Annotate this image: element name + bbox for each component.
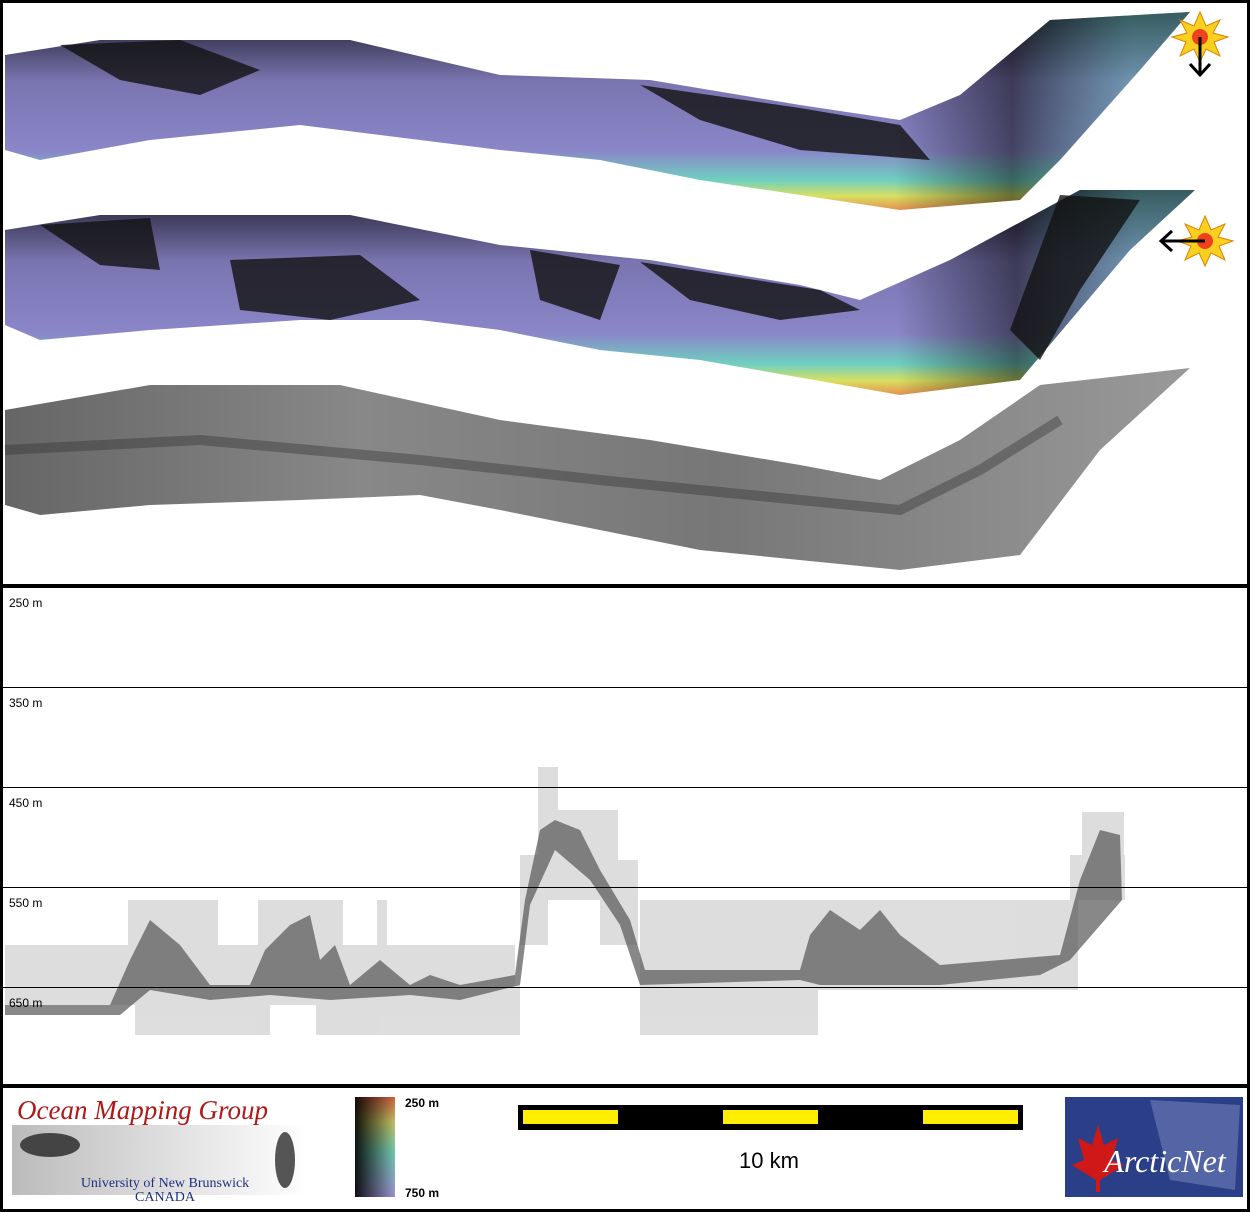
logo-institution: University of New Brunswick [81, 1176, 249, 1191]
depth-grid [0, 687, 1250, 988]
backscatter-strip [4, 368, 1190, 570]
graphic-element [640, 985, 818, 1035]
profile-data-block [5, 767, 1125, 1035]
logo-title: Ocean Mapping Group [17, 1095, 268, 1125]
logo-country: CANADA [135, 1190, 196, 1205]
graphic-element [5, 368, 1190, 570]
graphic-element [1158, 229, 1174, 253]
graphic-element [923, 1110, 1018, 1124]
depth-label: 650 m [9, 996, 42, 1010]
scale-label: 10 km [739, 1148, 799, 1173]
divider [0, 584, 1250, 588]
colorbar-label: 250 m [405, 1096, 439, 1110]
graphic-element [5, 12, 1190, 210]
colorbar-label: 750 m [405, 1186, 439, 1200]
graphic-element [1150, 1100, 1240, 1190]
depth-label: 450 m [9, 796, 42, 810]
graphic-element [723, 1110, 818, 1124]
graphic-element [275, 1132, 295, 1188]
graphic-element [538, 767, 558, 812]
seismic-profile: 250 m 350 m 450 m 550 m 650 m [0, 596, 1250, 1035]
depth-label: 250 m [9, 596, 42, 610]
graphic-element [60, 40, 930, 160]
illumination-icon [1170, 10, 1230, 78]
bathymetry-strip [5, 12, 1190, 210]
depth-label: 350 m [9, 696, 42, 710]
graphic-element [20, 1133, 80, 1157]
graphic-element [1188, 62, 1212, 78]
omg-logo: Ocean Mapping Group University of New Br… [12, 1095, 307, 1205]
graphic-element [523, 1110, 618, 1124]
graphic-element [4, 415, 1063, 516]
arcticnet-logo: ArcticNet [1065, 1097, 1243, 1197]
graphic-element [377, 900, 387, 945]
bathymetry-strip [5, 190, 1195, 395]
seabed-reflector [5, 820, 1122, 1015]
depth-label: 550 m [9, 896, 42, 910]
logo-name: ArcticNet [1102, 1143, 1227, 1179]
divider [0, 1084, 1250, 1088]
scale-bar: 10 km [518, 1105, 1023, 1173]
graphic-element [355, 1097, 395, 1197]
graphic-element [40, 195, 1140, 360]
depth-colorbar: 250 m 750 m [355, 1096, 439, 1200]
illumination-icon [1158, 214, 1235, 268]
graphic-element [1072, 1125, 1124, 1192]
